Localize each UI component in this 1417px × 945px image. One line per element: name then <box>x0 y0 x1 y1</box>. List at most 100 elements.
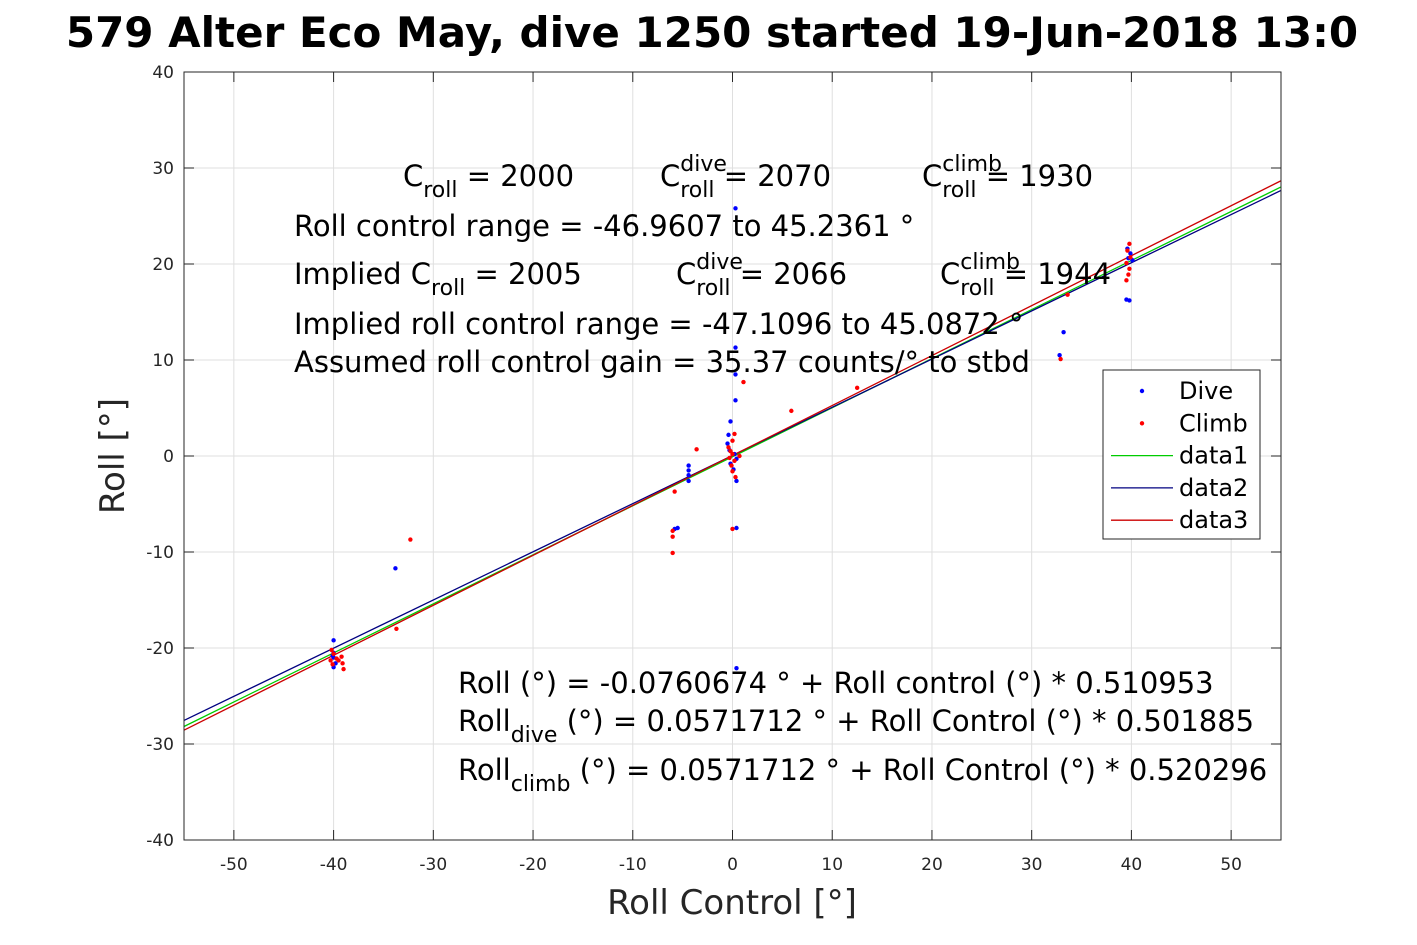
point-climb <box>733 474 738 480</box>
annotation-gain: Assumed roll control gain = 35.37 counts… <box>294 345 1030 379</box>
point-climb <box>336 658 341 663</box>
point-climb <box>730 451 735 457</box>
point-climb <box>1058 356 1063 362</box>
annotation-c-roll-dive-sup: dive <box>680 152 727 177</box>
point-climb <box>670 550 675 556</box>
y-tick-label: 0 <box>163 447 174 467</box>
point-climb <box>1065 292 1070 297</box>
y-tick-label: -40 <box>146 831 174 851</box>
point-dive <box>686 463 691 468</box>
legend-marker-climb <box>1139 421 1145 426</box>
point-dive <box>734 525 739 531</box>
point-climb <box>339 654 344 659</box>
y-tick-label: -30 <box>146 735 174 755</box>
point-climb <box>730 469 735 474</box>
point-dive <box>728 419 733 424</box>
point-climb <box>1126 272 1131 277</box>
point-climb <box>727 455 732 461</box>
point-dive <box>393 566 398 571</box>
point-climb <box>854 385 860 391</box>
point-dive <box>1061 329 1066 335</box>
point-climb <box>329 647 334 653</box>
annotation-implied-c-roll-dive: Croll = 2066 <box>676 257 847 301</box>
annotation-roll-control-range: Roll control range = -46.9607 to 45.2361… <box>294 209 914 243</box>
point-climb <box>672 489 677 494</box>
point-climb <box>331 651 336 656</box>
x-tick-label: -10 <box>619 855 647 875</box>
point-dive <box>733 372 738 377</box>
point-climb <box>1125 248 1130 253</box>
point-climb <box>330 662 335 667</box>
point-climb <box>394 626 399 631</box>
point-dive <box>733 206 738 211</box>
y-tick-label: -20 <box>146 639 174 659</box>
annotation-implied-c-roll-dive-sup: dive <box>696 250 743 275</box>
x-tick-label: 20 <box>921 855 943 875</box>
point-dive <box>686 468 691 473</box>
axis-ticks <box>184 71 1281 841</box>
point-dive <box>331 638 336 643</box>
point-climb <box>341 666 346 672</box>
point-climb <box>1128 255 1133 260</box>
annotation-implied-c-roll: Implied Croll = 2005 <box>294 257 582 301</box>
legend-label-data3: data3 <box>1179 506 1248 534</box>
point-climb <box>1127 241 1132 247</box>
point-dive <box>1127 298 1132 303</box>
point-climb <box>732 458 737 463</box>
legend-box <box>1102 369 1261 540</box>
x-tick-label: 30 <box>1021 855 1043 875</box>
annotation-implied-c-roll-climb: Croll = 1944 <box>940 257 1111 301</box>
point-dive <box>734 665 739 671</box>
annotation-c-roll-dive: Croll = 2070 <box>660 159 831 203</box>
point-dive <box>686 478 691 484</box>
annotation-implied-c-roll-climb-sup: climb <box>960 250 1020 275</box>
point-climb <box>729 463 734 468</box>
legend-label-data1: data1 <box>1179 442 1248 470</box>
legend-label-data2: data2 <box>1179 474 1248 502</box>
point-dive <box>733 345 738 350</box>
point-climb <box>328 658 333 663</box>
point-climb <box>732 431 737 437</box>
y-tick-label: 20 <box>152 255 174 275</box>
point-dive <box>686 473 691 478</box>
x-tick-label: -20 <box>519 855 547 875</box>
annotation-c-roll-climb-sup: climb <box>942 152 1002 177</box>
x-tick-label: -30 <box>419 855 447 875</box>
annotation-implied-range: Implied roll control range = -47.1096 to… <box>294 307 1024 341</box>
chart-title: 579 Alter Eco May, dive 1250 started 19-… <box>66 8 1358 57</box>
x-tick-label: 10 <box>821 855 843 875</box>
annotation-fit-climb: Rollclimb (°) = 0.0571712 ° + Roll Contr… <box>458 753 1267 797</box>
point-climb <box>730 438 735 443</box>
x-tick-label: -40 <box>320 855 348 875</box>
point-climb <box>1124 278 1129 283</box>
x-tick-label: 40 <box>1121 855 1143 875</box>
scatter-points <box>328 206 1135 672</box>
legend-label-dive: Dive <box>1179 377 1233 405</box>
point-climb <box>789 408 794 414</box>
point-dive <box>725 441 730 446</box>
point-climb <box>670 528 675 534</box>
point-dive <box>733 398 738 403</box>
y-tick-label: 30 <box>152 159 174 179</box>
point-climb <box>726 445 731 450</box>
x-axis-label: Roll Control [°] <box>607 883 857 923</box>
point-dive <box>1128 251 1133 256</box>
x-tick-label: 50 <box>1220 855 1242 875</box>
point-climb <box>737 453 742 459</box>
point-climb <box>1124 260 1129 266</box>
point-dive <box>726 432 731 438</box>
point-climb <box>730 526 735 532</box>
point-climb <box>741 379 746 385</box>
point-climb <box>694 447 699 452</box>
y-tick-label: 10 <box>152 351 174 371</box>
series-line-data1 <box>183 186 1282 728</box>
point-dive <box>734 478 739 484</box>
y-tick-label: -10 <box>146 543 174 563</box>
legend-label-climb: Climb <box>1179 409 1248 437</box>
point-climb <box>340 661 345 666</box>
point-climb <box>408 537 413 542</box>
point-dive <box>1057 353 1062 358</box>
x-tick-label: -50 <box>220 855 248 875</box>
